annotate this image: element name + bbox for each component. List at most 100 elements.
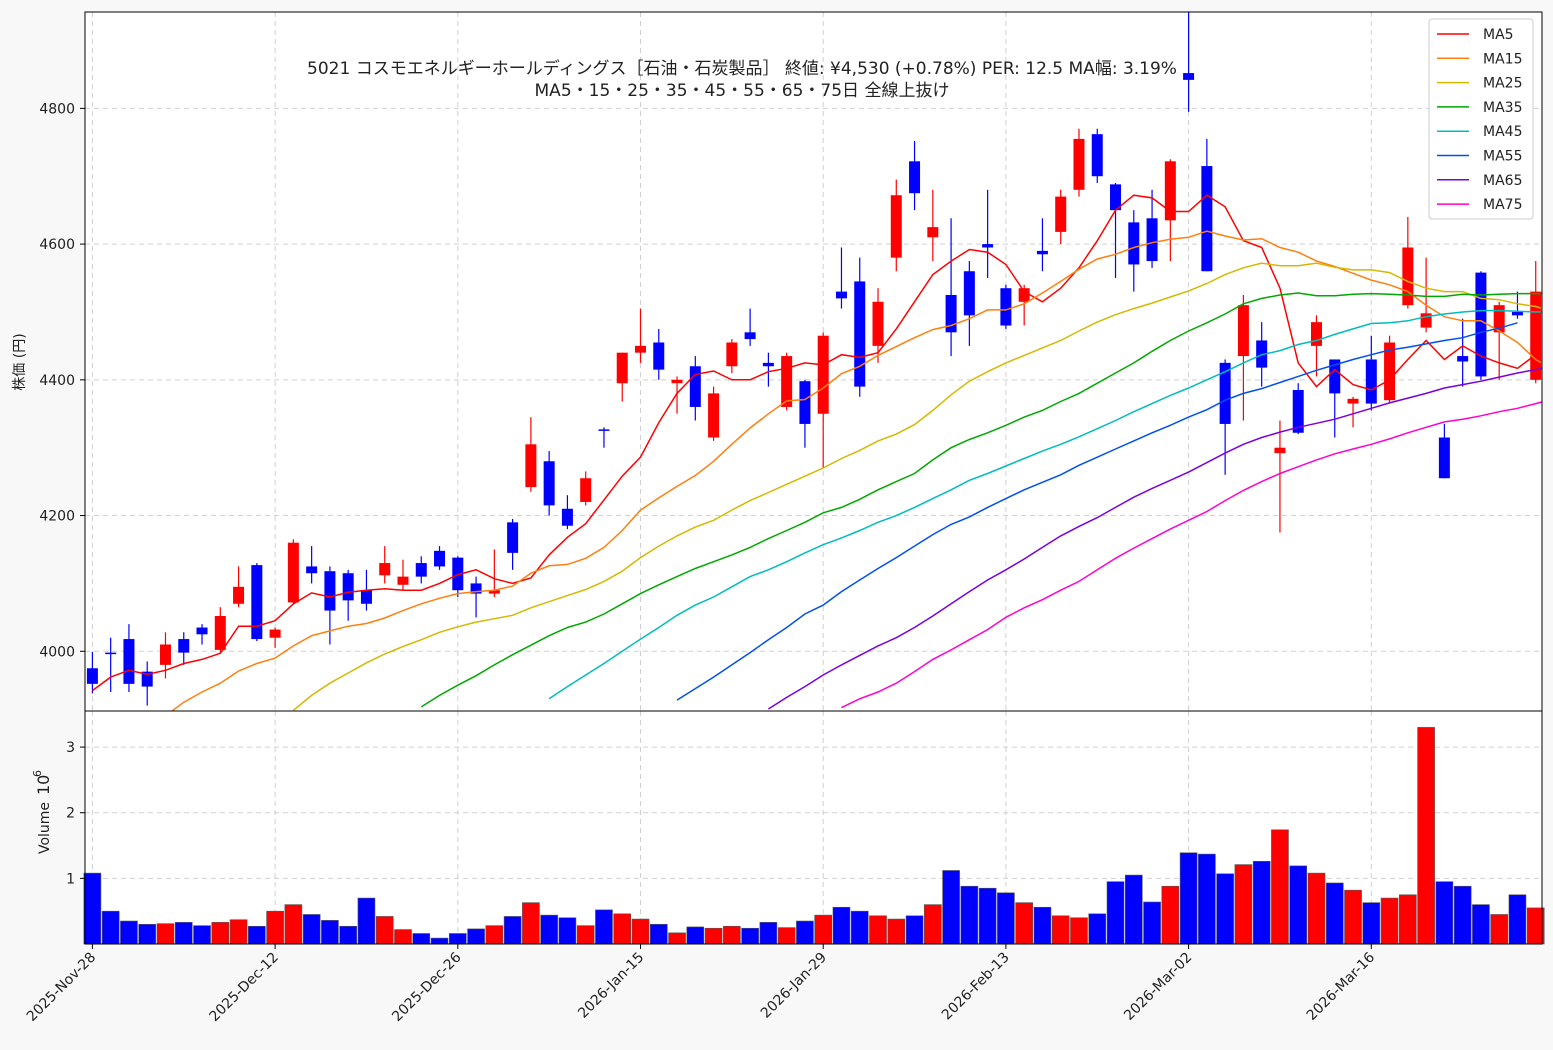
volume-bar xyxy=(1143,901,1161,945)
candle xyxy=(1091,128,1103,184)
volume-bar xyxy=(631,918,650,945)
candle xyxy=(415,556,427,584)
candle-body xyxy=(543,461,555,506)
legend-box xyxy=(1428,18,1534,220)
legend-label: MA75 xyxy=(1483,197,1522,213)
volume-bar xyxy=(284,904,303,945)
candle-body xyxy=(507,522,519,553)
candle xyxy=(945,218,957,357)
candle-body xyxy=(434,550,446,567)
legend-item-ma45: MA45 xyxy=(1437,124,1522,140)
volume-bar xyxy=(1070,917,1088,945)
price-panel-background xyxy=(85,12,1542,711)
candle-body xyxy=(86,668,98,684)
candle-body xyxy=(324,571,336,611)
date-tick-label: 2025-Dec-26 xyxy=(389,949,464,1024)
date-tick-label: 2026-Mar-02 xyxy=(1121,950,1195,1024)
candle xyxy=(708,386,720,441)
volume-bar xyxy=(138,924,157,945)
volume-bar xyxy=(1435,881,1454,945)
volume-bar xyxy=(193,925,211,945)
candle xyxy=(1183,12,1195,112)
candle xyxy=(306,546,318,584)
volume-bar xyxy=(1161,885,1180,945)
candle xyxy=(616,352,628,402)
volume-bar xyxy=(686,926,705,945)
candle xyxy=(909,140,921,211)
candle xyxy=(543,451,555,516)
volume-bar xyxy=(905,915,924,945)
candle xyxy=(470,576,482,618)
candle-body xyxy=(1511,311,1523,316)
volume-bar xyxy=(1490,914,1508,945)
candle-body xyxy=(635,345,646,353)
candle-body xyxy=(708,393,720,438)
date-tick-label: 2026-Jan-29 xyxy=(758,950,830,1022)
candle-body xyxy=(1457,356,1469,362)
volume-exponent-power: 6 xyxy=(31,770,44,777)
volume-exponent-base: 10 xyxy=(34,775,53,795)
volume-panel-frame xyxy=(84,710,1543,945)
candle xyxy=(635,308,646,363)
volume-bar xyxy=(777,927,796,945)
candle xyxy=(1493,301,1505,380)
candle-body xyxy=(872,301,884,346)
volume-bar xyxy=(1198,853,1216,945)
candle xyxy=(1365,335,1377,411)
candle-body xyxy=(1384,342,1396,401)
candle xyxy=(488,549,500,597)
candle-body xyxy=(1164,161,1176,221)
candle xyxy=(1420,257,1432,333)
candle-body xyxy=(1183,73,1195,80)
candle-body xyxy=(1329,359,1341,394)
candle-body xyxy=(653,342,665,370)
legend-label: MA35 xyxy=(1483,100,1522,116)
candle xyxy=(1110,183,1122,279)
candle-body xyxy=(159,644,171,665)
candle-body xyxy=(561,508,573,526)
candle xyxy=(1073,128,1085,197)
legend-label: MA15 xyxy=(1483,51,1522,67)
volume-bar xyxy=(229,919,248,945)
volume-tick-label: 1 xyxy=(66,871,75,887)
volume-bar xyxy=(321,920,339,945)
candle-body xyxy=(1475,272,1487,377)
candle-body xyxy=(817,335,829,414)
candle-body xyxy=(123,639,135,684)
candle xyxy=(1274,420,1286,533)
volume-bar xyxy=(302,914,321,945)
volume-bar xyxy=(101,910,120,945)
volume-bar xyxy=(1325,882,1344,945)
candle-body xyxy=(1036,250,1048,255)
candle xyxy=(397,559,409,591)
volume-bar xyxy=(723,925,741,945)
volume-bar xyxy=(1015,902,1033,945)
price-tick-label: 4600 xyxy=(39,237,75,253)
candle xyxy=(214,607,226,653)
candle-body xyxy=(233,586,245,604)
candle-body xyxy=(726,342,738,367)
candle xyxy=(561,495,573,530)
candlesticks xyxy=(86,12,1542,706)
volume-bar xyxy=(1344,889,1362,945)
candle-body xyxy=(1420,313,1432,328)
candle-body xyxy=(762,362,774,367)
candle-body xyxy=(1365,359,1377,404)
volume-bar xyxy=(339,925,357,945)
volume-tick-label: 3 xyxy=(66,740,75,756)
candle-body xyxy=(1274,447,1286,454)
ma-line-ma5 xyxy=(91,194,1537,692)
candle-body xyxy=(598,429,610,431)
candle xyxy=(1128,210,1140,292)
volume-bar xyxy=(887,918,906,945)
candle xyxy=(379,546,391,584)
volume-bar xyxy=(430,937,449,945)
candle xyxy=(141,661,153,706)
candle-body xyxy=(379,563,391,576)
candle-body xyxy=(1055,196,1067,232)
candle-body xyxy=(835,291,847,299)
candle-body xyxy=(342,573,354,601)
candle xyxy=(726,339,738,374)
candle xyxy=(123,624,135,692)
candle-body xyxy=(1110,184,1122,211)
